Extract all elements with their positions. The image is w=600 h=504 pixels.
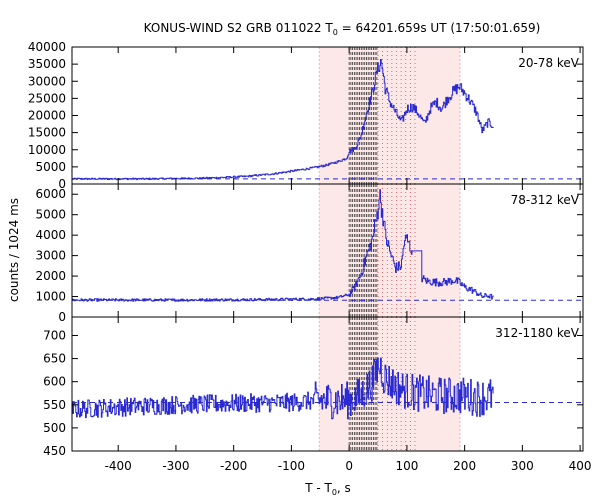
x-tick-label: -400 xyxy=(105,459,132,473)
y-tick-label: 4000 xyxy=(35,228,66,242)
y-tick-label: 25000 xyxy=(28,91,66,105)
data-series xyxy=(72,59,494,181)
y-tick-label: 35000 xyxy=(28,57,66,71)
x-label-subscript: 0 xyxy=(332,488,337,497)
data-series xyxy=(72,357,494,420)
y-tick-label: 600 xyxy=(43,375,66,389)
panel-2: 0 1000 2000 3000 4000 5000 6000 78-312 keV xyxy=(35,183,584,324)
y-tick-label: 3000 xyxy=(35,249,66,263)
y-tick-label: 2000 xyxy=(35,269,66,283)
y-tick-label: 500 xyxy=(43,421,66,435)
panel-3: 450 500 550 600 650 700 312-1180 keV xyxy=(43,316,584,458)
chart-panels: 0500010000150002000025000300003500040000… xyxy=(28,40,592,473)
y-tick-label: 1000 xyxy=(35,290,66,304)
shaded-interval xyxy=(319,47,461,184)
y-tick-label: 5000 xyxy=(35,160,66,174)
y-tick-label: 15000 xyxy=(28,126,66,140)
y-tick-label: 40000 xyxy=(28,40,66,54)
energy-band-label: 312-1180 keV xyxy=(495,326,579,340)
x-tick-label: -300 xyxy=(162,459,189,473)
y-tick-label: 5000 xyxy=(35,208,66,222)
x-tick-label: 0 xyxy=(345,459,353,473)
energy-band-label: 78-312 keV xyxy=(511,193,580,207)
x-tick-label: 300 xyxy=(511,459,534,473)
y-tick-label: 0 xyxy=(58,310,66,324)
x-tick-label: 400 xyxy=(569,459,592,473)
y-tick-label: 6000 xyxy=(35,187,66,201)
y-tick-label: 700 xyxy=(43,328,66,342)
x-label-suffix: , s xyxy=(337,481,351,495)
y-tick-label: 450 xyxy=(43,444,66,458)
title-suffix: = 64201.659s UT (17:50:01.659) xyxy=(338,21,541,35)
y-tick-label: 0 xyxy=(58,177,66,191)
panel-frame xyxy=(71,316,584,452)
x-tick-label: -200 xyxy=(220,459,247,473)
x-axis-label: T - T0, s xyxy=(304,481,351,497)
x-tick-label: 200 xyxy=(453,459,476,473)
data-series xyxy=(72,189,494,302)
y-tick-label: 20000 xyxy=(28,109,66,123)
chart-title: KONUS-WIND S2 GRB 011022 T0 = 64201.659s… xyxy=(144,21,541,37)
x-tick-label: 100 xyxy=(395,459,418,473)
x-label-prefix: T - T xyxy=(304,481,332,495)
panel-1: 0 5000 10000 15000 20000 25000 30000 35000 40000… xyxy=(28,40,584,191)
x-tick-label: -100 xyxy=(278,459,305,473)
y-tick-label: 650 xyxy=(43,352,66,366)
y-axis-label: counts / 1024 ms xyxy=(7,198,21,302)
y-tick-label: 30000 xyxy=(28,74,66,88)
y-tick-label: 10000 xyxy=(28,143,66,157)
title-prefix: KONUS-WIND S2 GRB 011022 T xyxy=(144,21,334,35)
y-tick-label: 550 xyxy=(43,398,66,412)
title-subscript: 0 xyxy=(333,28,338,37)
energy-band-label: 20-78 keV xyxy=(518,56,580,70)
